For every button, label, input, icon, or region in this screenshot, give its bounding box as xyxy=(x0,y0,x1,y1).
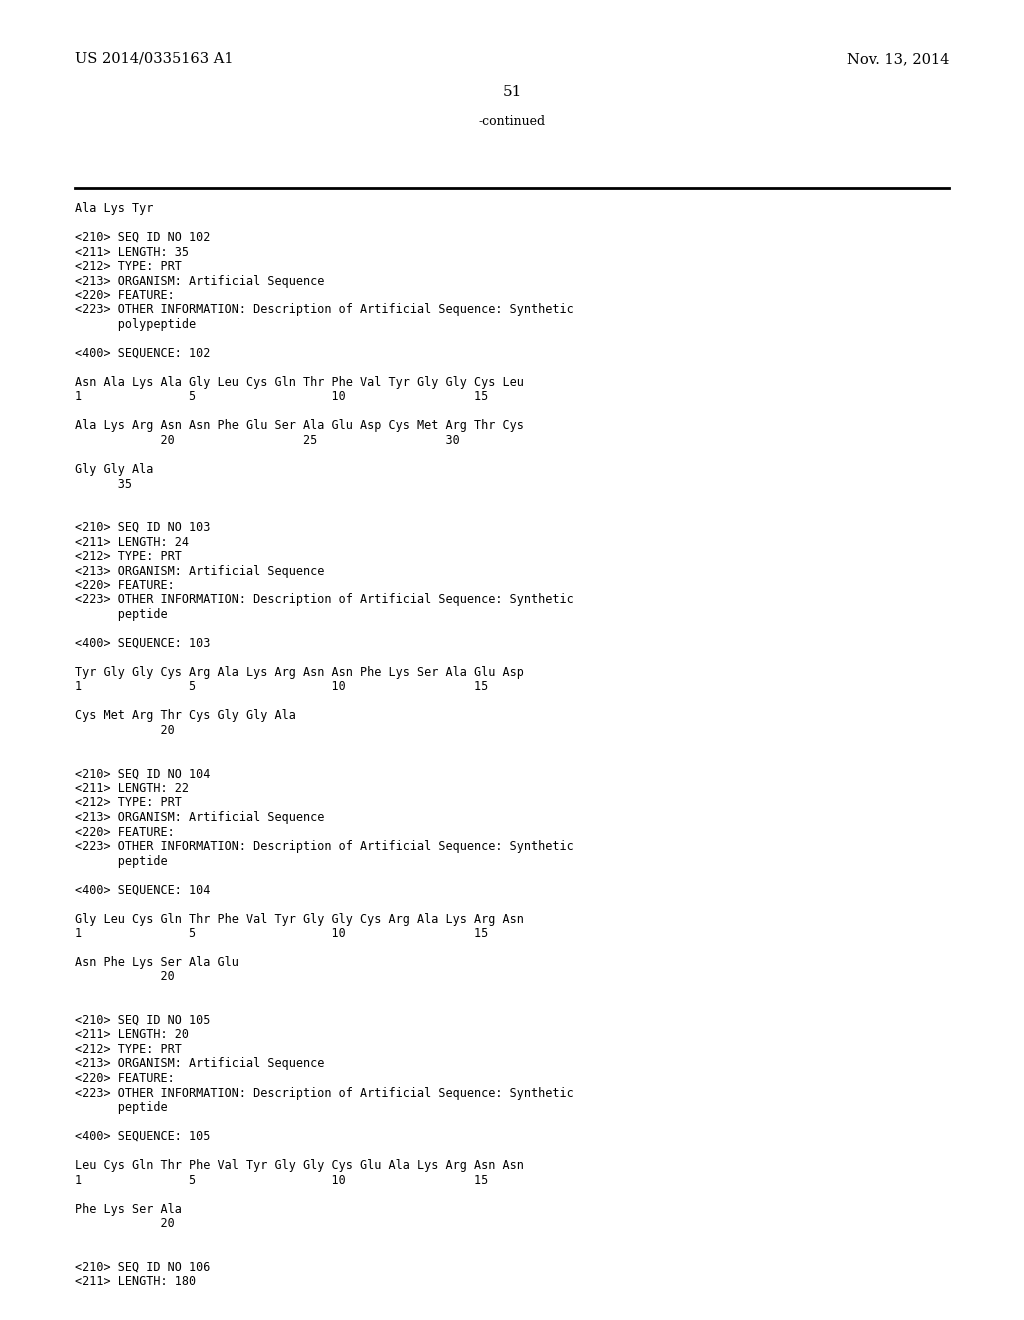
Text: <212> TYPE: PRT: <212> TYPE: PRT xyxy=(75,260,182,273)
Text: <400> SEQUENCE: 104: <400> SEQUENCE: 104 xyxy=(75,883,210,896)
Text: <400> SEQUENCE: 103: <400> SEQUENCE: 103 xyxy=(75,638,210,649)
Text: 1               5                   10                  15: 1 5 10 15 xyxy=(75,681,488,693)
Text: Nov. 13, 2014: Nov. 13, 2014 xyxy=(847,51,949,66)
Text: <400> SEQUENCE: 105: <400> SEQUENCE: 105 xyxy=(75,1130,210,1143)
Text: peptide: peptide xyxy=(75,1101,168,1114)
Text: Asn Ala Lys Ala Gly Leu Cys Gln Thr Phe Val Tyr Gly Gly Cys Leu: Asn Ala Lys Ala Gly Leu Cys Gln Thr Phe … xyxy=(75,376,524,389)
Text: <213> ORGANISM: Artificial Sequence: <213> ORGANISM: Artificial Sequence xyxy=(75,565,325,578)
Text: <220> FEATURE:: <220> FEATURE: xyxy=(75,289,175,302)
Text: <210> SEQ ID NO 103: <210> SEQ ID NO 103 xyxy=(75,521,210,535)
Text: 1               5                   10                  15: 1 5 10 15 xyxy=(75,1173,488,1187)
Text: Tyr Gly Gly Cys Arg Ala Lys Arg Asn Asn Phe Lys Ser Ala Glu Asp: Tyr Gly Gly Cys Arg Ala Lys Arg Asn Asn … xyxy=(75,667,524,678)
Text: peptide: peptide xyxy=(75,854,168,867)
Text: <220> FEATURE:: <220> FEATURE: xyxy=(75,1072,175,1085)
Text: <210> SEQ ID NO 106: <210> SEQ ID NO 106 xyxy=(75,1261,210,1274)
Text: Cys Met Arg Thr Cys Gly Gly Ala: Cys Met Arg Thr Cys Gly Gly Ala xyxy=(75,710,296,722)
Text: 20: 20 xyxy=(75,970,175,983)
Text: <213> ORGANISM: Artificial Sequence: <213> ORGANISM: Artificial Sequence xyxy=(75,1057,325,1071)
Text: <223> OTHER INFORMATION: Description of Artificial Sequence: Synthetic: <223> OTHER INFORMATION: Description of … xyxy=(75,304,573,317)
Text: <211> LENGTH: 20: <211> LENGTH: 20 xyxy=(75,1028,189,1041)
Text: <220> FEATURE:: <220> FEATURE: xyxy=(75,825,175,838)
Text: Phe Lys Ser Ala: Phe Lys Ser Ala xyxy=(75,1203,182,1216)
Text: 20                  25                  30: 20 25 30 xyxy=(75,434,460,447)
Text: <211> LENGTH: 35: <211> LENGTH: 35 xyxy=(75,246,189,259)
Text: <210> SEQ ID NO 102: <210> SEQ ID NO 102 xyxy=(75,231,210,244)
Text: 20: 20 xyxy=(75,1217,175,1230)
Text: Gly Gly Ala: Gly Gly Ala xyxy=(75,463,154,477)
Text: Ala Lys Tyr: Ala Lys Tyr xyxy=(75,202,154,215)
Text: -continued: -continued xyxy=(478,115,546,128)
Text: <210> SEQ ID NO 105: <210> SEQ ID NO 105 xyxy=(75,1014,210,1027)
Text: <211> LENGTH: 22: <211> LENGTH: 22 xyxy=(75,781,189,795)
Text: US 2014/0335163 A1: US 2014/0335163 A1 xyxy=(75,51,233,66)
Text: 1               5                   10                  15: 1 5 10 15 xyxy=(75,391,488,404)
Text: <213> ORGANISM: Artificial Sequence: <213> ORGANISM: Artificial Sequence xyxy=(75,810,325,824)
Text: 1               5                   10                  15: 1 5 10 15 xyxy=(75,927,488,940)
Text: <220> FEATURE:: <220> FEATURE: xyxy=(75,579,175,591)
Text: 20: 20 xyxy=(75,723,175,737)
Text: <223> OTHER INFORMATION: Description of Artificial Sequence: Synthetic: <223> OTHER INFORMATION: Description of … xyxy=(75,1086,573,1100)
Text: <211> LENGTH: 180: <211> LENGTH: 180 xyxy=(75,1275,197,1288)
Text: <400> SEQUENCE: 102: <400> SEQUENCE: 102 xyxy=(75,347,210,360)
Text: Ala Lys Arg Asn Asn Phe Glu Ser Ala Glu Asp Cys Met Arg Thr Cys: Ala Lys Arg Asn Asn Phe Glu Ser Ala Glu … xyxy=(75,420,524,433)
Text: Asn Phe Lys Ser Ala Glu: Asn Phe Lys Ser Ala Glu xyxy=(75,956,239,969)
Text: <212> TYPE: PRT: <212> TYPE: PRT xyxy=(75,550,182,564)
Text: <212> TYPE: PRT: <212> TYPE: PRT xyxy=(75,796,182,809)
Text: Leu Cys Gln Thr Phe Val Tyr Gly Gly Cys Glu Ala Lys Arg Asn Asn: Leu Cys Gln Thr Phe Val Tyr Gly Gly Cys … xyxy=(75,1159,524,1172)
Text: <210> SEQ ID NO 104: <210> SEQ ID NO 104 xyxy=(75,767,210,780)
Text: peptide: peptide xyxy=(75,609,168,620)
Text: Gly Leu Cys Gln Thr Phe Val Tyr Gly Gly Cys Arg Ala Lys Arg Asn: Gly Leu Cys Gln Thr Phe Val Tyr Gly Gly … xyxy=(75,912,524,925)
Text: 35: 35 xyxy=(75,478,132,491)
Text: <223> OTHER INFORMATION: Description of Artificial Sequence: Synthetic: <223> OTHER INFORMATION: Description of … xyxy=(75,594,573,606)
Text: <213> ORGANISM: Artificial Sequence: <213> ORGANISM: Artificial Sequence xyxy=(75,275,325,288)
Text: <223> OTHER INFORMATION: Description of Artificial Sequence: Synthetic: <223> OTHER INFORMATION: Description of … xyxy=(75,840,573,853)
Text: 51: 51 xyxy=(503,84,521,99)
Text: <212> TYPE: PRT: <212> TYPE: PRT xyxy=(75,1043,182,1056)
Text: polypeptide: polypeptide xyxy=(75,318,197,331)
Text: <211> LENGTH: 24: <211> LENGTH: 24 xyxy=(75,536,189,549)
